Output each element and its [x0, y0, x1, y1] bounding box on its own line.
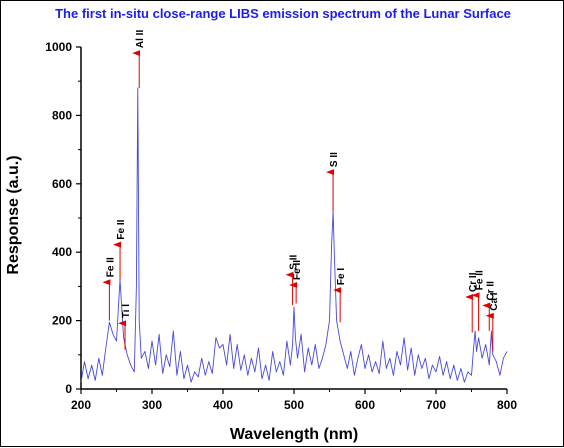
- x-tick-label: 700: [426, 398, 446, 412]
- y-tick-label: 200: [52, 314, 72, 328]
- x-tick-label: 600: [355, 398, 375, 412]
- x-tick-label: 300: [142, 398, 162, 412]
- spectrum-line: [80, 87, 508, 383]
- peak-label: Fe II: [292, 260, 303, 280]
- y-tick-label: 600: [52, 177, 72, 191]
- chart-title: The first in-situ close-range LIBS emiss…: [55, 6, 511, 21]
- peak-label: Fe II: [105, 257, 116, 277]
- peak-label: S II: [329, 152, 340, 167]
- peak-label: Ti I: [121, 304, 132, 318]
- y-tick-label: 400: [52, 245, 72, 259]
- x-tick-label: 500: [284, 398, 304, 412]
- peak-label: S II: [289, 254, 300, 269]
- peak-label: Fe II: [475, 270, 486, 290]
- x-tick-label: 400: [213, 398, 233, 412]
- x-axis-title: Wavelength (nm): [229, 426, 359, 443]
- peak-label: Ca I: [489, 292, 500, 311]
- x-tick-label: 200: [71, 398, 91, 412]
- peak-label: Al II: [135, 30, 146, 49]
- y-tick-label: 800: [52, 108, 72, 122]
- peak-label: Cr II: [485, 281, 496, 301]
- peak-label: Fe II: [116, 219, 127, 239]
- peak-label: Fe I: [336, 268, 347, 285]
- x-tick-label: 800: [497, 398, 517, 412]
- peak-label: Cr II: [468, 272, 479, 292]
- y-tick-label: 0: [65, 382, 72, 396]
- y-tick-label: 1000: [45, 40, 72, 54]
